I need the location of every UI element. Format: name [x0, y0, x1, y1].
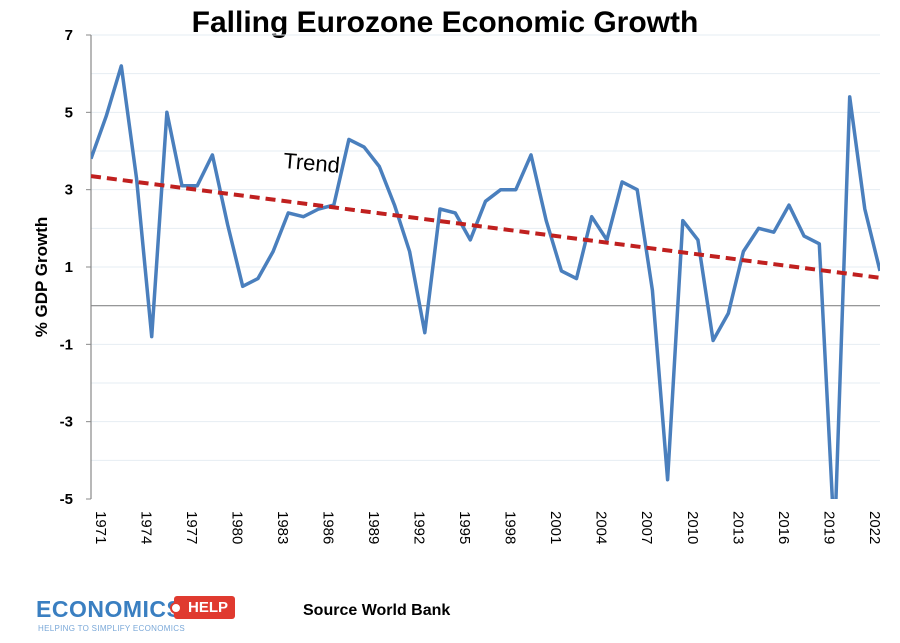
series [91, 64, 880, 499]
x-tick-label: 2022 [866, 511, 883, 544]
annotations: Trend [282, 148, 341, 178]
y-tick-label: -3 [60, 414, 73, 431]
x-tick-label: 1986 [320, 511, 337, 544]
y-tick-label: -5 [60, 491, 73, 508]
logo-help-badge: HELP [174, 596, 236, 619]
x-tick-label: 1974 [138, 511, 155, 544]
y-axis-label: % GDP Growth [32, 217, 51, 338]
x-tick-label: 1998 [502, 511, 519, 544]
axes [86, 34, 880, 500]
y-tick-label: 7 [65, 27, 73, 44]
trend-line [91, 174, 880, 280]
x-tick-label: 2004 [593, 511, 610, 544]
trend-annotation: Trend [282, 148, 341, 178]
y-tick-label: -1 [60, 336, 73, 353]
x-tick-label: 2016 [775, 511, 792, 544]
grid-lines [91, 34, 880, 461]
x-tick-label: 2010 [684, 511, 701, 544]
x-tick-label: 2013 [729, 511, 746, 544]
x-tick-label: 2007 [638, 511, 655, 544]
economics-help-logo: ECONOMICS HELP HELPING TO SIMPLIFY ECONO… [36, 596, 236, 638]
x-tick-label: 2001 [547, 511, 564, 544]
logo-tagline: HELPING TO SIMPLIFY ECONOMICS [38, 624, 185, 633]
source-note: Source World Bank [303, 602, 451, 619]
y-tick-label: 5 [65, 104, 73, 121]
x-tick-label: 1980 [229, 511, 246, 544]
y-tick-label: 3 [65, 182, 73, 199]
x-tick-label: 1977 [183, 511, 200, 544]
logo-main-text: ECONOMICS [36, 596, 183, 622]
x-tick-label: 1971 [92, 511, 109, 544]
x-tick-label: 1983 [274, 511, 291, 544]
chart-title: Falling Eurozone Economic Growth [191, 6, 699, 39]
tick-labels: 7 5 3 1 -1 -3 -5 1971 1974 1977 1980 1983 1986 1989 19… [32, 27, 883, 544]
y-tick-label: 1 [65, 259, 73, 276]
x-tick-label: 1995 [456, 511, 473, 544]
x-tick-label: 2019 [820, 511, 837, 544]
x-tick-label: 1989 [365, 511, 382, 544]
x-tick-label: 1992 [411, 511, 428, 544]
gdp-growth-line [91, 64, 880, 499]
logo-dot-icon [170, 602, 182, 614]
